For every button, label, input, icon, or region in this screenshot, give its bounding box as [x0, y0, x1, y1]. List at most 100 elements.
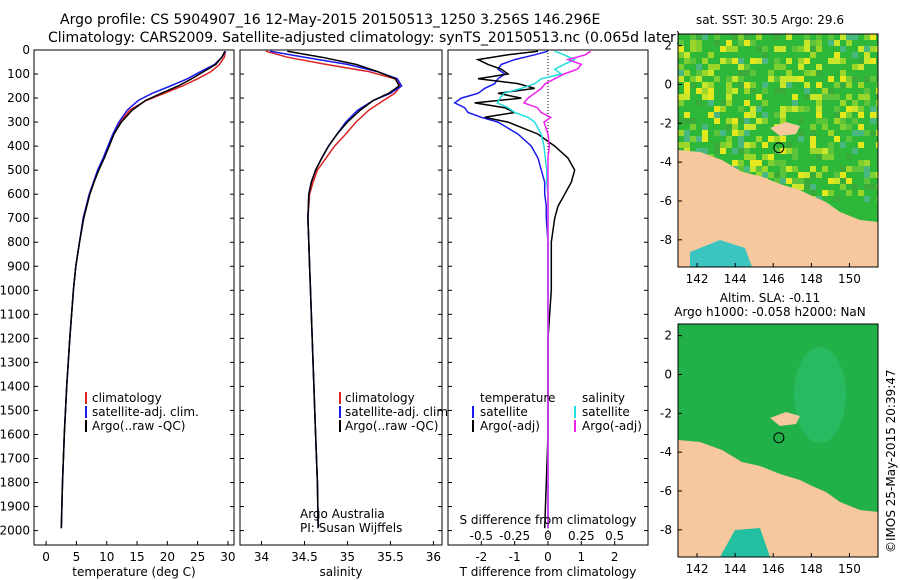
land-new-guinea [678, 150, 878, 267]
sst-cell [720, 130, 726, 136]
sst-map-title: sat. SST: 30.5 Argo: 29.6 [696, 13, 844, 27]
sst-cell [714, 118, 720, 124]
sst-cell [852, 118, 858, 124]
sst-cell [864, 46, 870, 52]
sst-cell [744, 82, 750, 88]
depth-tick-label: 200 [7, 91, 30, 105]
sst-cell [834, 136, 840, 142]
sst-cell [816, 46, 822, 52]
sst-cell [750, 40, 756, 46]
sst-cell [732, 130, 738, 136]
sst-cell [744, 166, 750, 172]
sst-cell [810, 94, 816, 100]
sst-cell [750, 124, 756, 130]
sst-cell [780, 172, 786, 178]
sst-cell [678, 94, 684, 100]
sst-cell [726, 118, 732, 124]
sst-cell [732, 148, 738, 154]
sst-cell [750, 154, 756, 160]
lat-tick-label: -6 [660, 194, 672, 208]
sst-cell [828, 148, 834, 154]
sst-cell [786, 76, 792, 82]
x-tick-label: 0 [544, 550, 552, 564]
sst-cell [822, 166, 828, 172]
sst-cell [744, 64, 750, 70]
lat-tick-label: -4 [660, 155, 672, 169]
salinity-xlabel: salinity [319, 565, 362, 579]
sst-cell [804, 58, 810, 64]
sst-cell [756, 106, 762, 112]
sst-cell [738, 148, 744, 154]
sst-cell [780, 88, 786, 94]
lat-tick-label: 2 [664, 329, 672, 343]
sst-cell [810, 40, 816, 46]
sst-lon-ticks: 142 144 146 148 150 [686, 263, 861, 286]
sst-cell [774, 112, 780, 118]
depth-tick-label: 300 [7, 115, 30, 129]
salinity-axes [239, 49, 443, 546]
lon-tick-label: 150 [838, 562, 861, 576]
sst-cell [792, 76, 798, 82]
sst-cell [840, 118, 846, 124]
sla-map-title-1: Altim. SLA: -0.11 [720, 291, 820, 305]
sst-cell [684, 118, 690, 124]
sst-cell [798, 172, 804, 178]
sst-cell [798, 64, 804, 70]
sst-cell [846, 154, 852, 160]
sst-cell [804, 184, 810, 190]
depth-tick-label: 800 [7, 235, 30, 249]
sst-cell [780, 160, 786, 166]
sst-cell [876, 196, 878, 202]
sst-cell [720, 106, 726, 112]
sst-cell [708, 64, 714, 70]
sst-cell [828, 178, 834, 184]
depth-tick-label: 400 [7, 139, 30, 153]
sst-cell [852, 166, 858, 172]
sst-cell [684, 142, 690, 148]
sst-cell [684, 136, 690, 142]
lat-tick-label: 2 [664, 39, 672, 53]
lon-tick-label: 144 [724, 562, 747, 576]
sst-cell [720, 58, 726, 64]
x-tick-label: 35 [340, 550, 355, 564]
salinity-legend: climatology satellite-adj. clim. Argo(..… [339, 391, 452, 433]
sst-cell [780, 118, 786, 124]
lon-tick-label: 146 [762, 562, 785, 576]
sst-cell [858, 166, 864, 172]
sst-cell [858, 112, 864, 118]
lat-tick-label: -2 [660, 406, 672, 420]
sst-cell [690, 136, 696, 142]
sst-cell [702, 82, 708, 88]
sst-cell [852, 52, 858, 58]
depth-tick-label: 1700 [0, 451, 30, 465]
legend-s-argo: Argo(-adj) [582, 419, 642, 433]
sst-cell [840, 172, 846, 178]
sst-cell [714, 34, 720, 40]
t-difference-label: T difference from climatology [459, 565, 637, 579]
sst-cell [858, 190, 864, 196]
sst-cell [828, 58, 834, 64]
lat-tick-label: -6 [660, 484, 672, 498]
sst-cell [684, 70, 690, 76]
sst-cell [840, 112, 846, 118]
x-tick-label: 25 [190, 550, 205, 564]
sst-cell [852, 184, 858, 190]
sst-cell [756, 136, 762, 142]
sst-warm-pool [690, 240, 752, 267]
sst-cell [792, 148, 798, 154]
sst-cell [744, 124, 750, 130]
sst-cell [816, 34, 822, 40]
sst-cell [732, 124, 738, 130]
sst-cell [804, 40, 810, 46]
sst-cell [732, 58, 738, 64]
sst-cell [738, 130, 744, 136]
legend-s-satellite: satellite [582, 405, 630, 419]
lon-tick-label: 150 [838, 272, 861, 286]
sst-cell [696, 40, 702, 46]
legend-salinity-title: salinity [582, 391, 625, 405]
sst-cell [822, 154, 828, 160]
sst-cell [744, 118, 750, 124]
sst-cell [762, 118, 768, 124]
sst-cell [780, 76, 786, 82]
sst-cell [846, 106, 852, 112]
